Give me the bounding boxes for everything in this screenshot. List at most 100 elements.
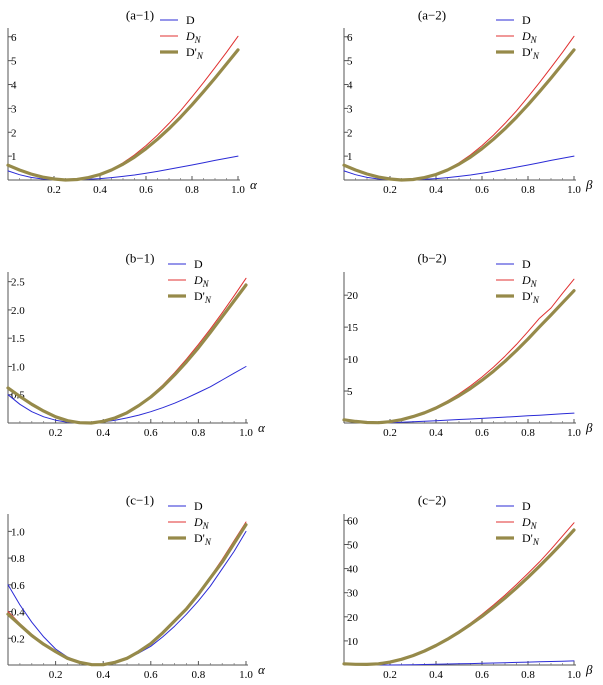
x-tick-label: 0.4 <box>429 184 443 196</box>
legend-label-DN: DN <box>521 515 538 531</box>
y-tick-label: 2 <box>11 127 17 139</box>
series-line-DN <box>343 35 575 181</box>
y-tick-label: 2.5 <box>11 277 25 289</box>
y-tick-label: 5 <box>11 56 17 68</box>
x-tick-label: 0.2 <box>383 427 397 439</box>
y-tick-label: 3 <box>347 103 353 115</box>
y-tick-label: 1 <box>347 151 353 163</box>
x-tick-label: 0.2 <box>383 184 397 196</box>
legend-label-main: D' <box>522 531 533 545</box>
series-line-DN <box>343 278 575 424</box>
x-tick-label: 0.2 <box>47 184 61 196</box>
series-line-DpN <box>6 283 248 425</box>
legend-label-D: D <box>522 499 531 513</box>
x-tick-label: 1.0 <box>231 184 245 196</box>
legend-label-main: D <box>193 515 203 529</box>
legend-label-main: D' <box>522 45 533 59</box>
x-tick-label: 0.4 <box>429 427 443 439</box>
series-line-DpN <box>6 48 240 182</box>
legend-label-DpN: D'N <box>186 45 204 61</box>
y-tick-label: 3 <box>11 103 17 115</box>
y-tick-label: 4 <box>347 80 353 92</box>
y-tick-label: 6 <box>11 32 17 44</box>
y-tick-label: 1.5 <box>11 333 25 345</box>
x-tick-label: 1.0 <box>239 669 253 681</box>
legend-label-main: D <box>521 273 531 287</box>
legend-label-sub: N <box>532 295 540 305</box>
legend-label-D: D <box>522 257 531 271</box>
legend-label-DpN: D'N <box>522 531 540 547</box>
x-tick-label: 0.4 <box>429 669 443 681</box>
x-tick-label: 0.2 <box>383 669 397 681</box>
x-tick-label: 1.0 <box>239 427 253 439</box>
legend-label-sub: N <box>204 537 212 547</box>
y-tick-label: 0.6 <box>11 580 25 592</box>
legend-label-D: D <box>186 13 195 27</box>
legend-label-D: D <box>522 13 531 27</box>
legend-label-main: D' <box>194 531 205 545</box>
legend-label-DpN: D'N <box>522 45 540 61</box>
legend-label-DpN: D'N <box>194 289 212 305</box>
y-tick-label: 30 <box>347 588 359 600</box>
y-tick-label: 2.0 <box>11 305 25 317</box>
x-tick-label: 0.8 <box>521 427 535 439</box>
y-tick-label: 5 <box>347 56 353 68</box>
x-tick-label: 0.2 <box>49 427 63 439</box>
legend-label-DN: DN <box>193 515 210 531</box>
legend-label-main: D <box>521 29 531 43</box>
y-tick-label: 20 <box>347 612 359 624</box>
chart-title: (c−2) <box>418 493 446 508</box>
legend-label-DN: DN <box>521 273 538 289</box>
legend-label-sub: N <box>196 51 204 61</box>
legend-label-main: D <box>521 515 531 529</box>
y-tick-label: 0.8 <box>11 553 25 565</box>
x-tick-label: 0.6 <box>475 427 489 439</box>
series-line-DN <box>7 35 239 181</box>
x-tick-label: 0.8 <box>192 669 206 681</box>
chart-title: (b−1) <box>126 251 155 266</box>
legend-label-sub: N <box>530 279 538 289</box>
y-tick-label: 2 <box>347 127 353 139</box>
chart-panel-3: (b−1)0.2 0.4 0.6 0.8 1.00.51.01.52.02.5αDDND… <box>6 251 266 439</box>
legend-label-main: D <box>193 273 203 287</box>
legend-label-sub: N <box>202 521 210 531</box>
series-line-DN <box>343 522 575 665</box>
legend-label-main: D' <box>522 289 533 303</box>
y-tick-label: 20 <box>347 290 359 302</box>
x-axis-label: β <box>585 177 593 192</box>
legend-label-DpN: D'N <box>522 289 540 305</box>
x-tick-label: 0.6 <box>144 669 158 681</box>
legend-label-DpN: D'N <box>194 531 212 547</box>
legend-label-sub: N <box>202 279 210 289</box>
x-tick-label: 0.4 <box>96 669 110 681</box>
legend-label-sub: N <box>532 537 540 547</box>
series-line-DpN <box>342 48 576 182</box>
y-tick-label: 15 <box>347 322 359 334</box>
x-tick-label: 1.0 <box>567 669 581 681</box>
y-tick-label: 0.4 <box>11 607 25 619</box>
chart-panel-5: (c−1)0.2 0.4 0.6 0.8 1.00.20.40.60.81.0αDDND… <box>6 493 266 681</box>
x-tick-label: 0.6 <box>144 427 158 439</box>
x-tick-label: 0.8 <box>185 184 199 196</box>
x-tick-label: 0.2 <box>49 669 63 681</box>
y-tick-label: 1.0 <box>11 361 25 373</box>
y-tick-label: 60 <box>347 515 359 527</box>
legend-label-main: D <box>185 29 195 43</box>
legend-label-DN: DN <box>193 273 210 289</box>
x-tick-label: 0.8 <box>192 427 206 439</box>
x-axis-label: α <box>258 662 266 677</box>
legend-label-main: D' <box>186 45 197 59</box>
legend-label-sub: N <box>204 295 212 305</box>
legend-label-DN: DN <box>185 29 202 45</box>
x-axis-label: β <box>585 420 593 435</box>
legend-label-D: D <box>194 257 203 271</box>
y-tick-label: 0.2 <box>11 633 25 645</box>
